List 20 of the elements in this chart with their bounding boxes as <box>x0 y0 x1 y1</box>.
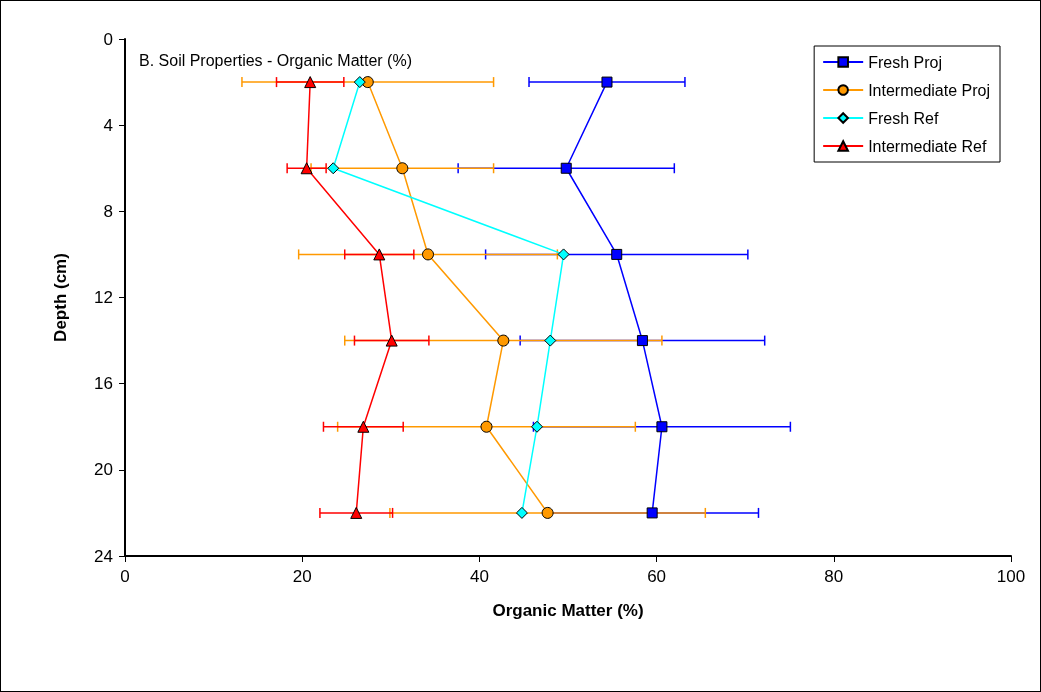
y-tick-label: 0 <box>103 29 113 49</box>
legend-label: Intermediate Proj <box>868 81 991 99</box>
y-axis-title: Depth (cm) <box>51 253 70 342</box>
x-axis-title: Organic Matter (%) <box>492 601 644 620</box>
y-tick-label: 12 <box>94 288 113 307</box>
x-tick-label: 20 <box>292 567 312 586</box>
x-tick-label: 40 <box>469 567 489 586</box>
text: B. Soil Properties - Organic Matter (%) <box>139 51 412 69</box>
legend-label: Intermediate Ref <box>868 137 987 155</box>
x-tick-label: 80 <box>824 567 844 586</box>
x-tick-label: 0 <box>120 567 130 586</box>
y-tick-label: 24 <box>94 546 113 566</box>
x-tick-label: 60 <box>647 567 667 586</box>
y-tick-label: 8 <box>103 201 113 221</box>
x-tick-label: 100 <box>996 567 1026 586</box>
y-tick-label: 20 <box>94 460 113 480</box>
y-tick-label: 4 <box>103 115 113 135</box>
legend-label: Fresh Proj <box>868 53 942 71</box>
y-tick-label: 16 <box>94 374 113 394</box>
legend-label: Fresh Ref <box>868 109 939 127</box>
